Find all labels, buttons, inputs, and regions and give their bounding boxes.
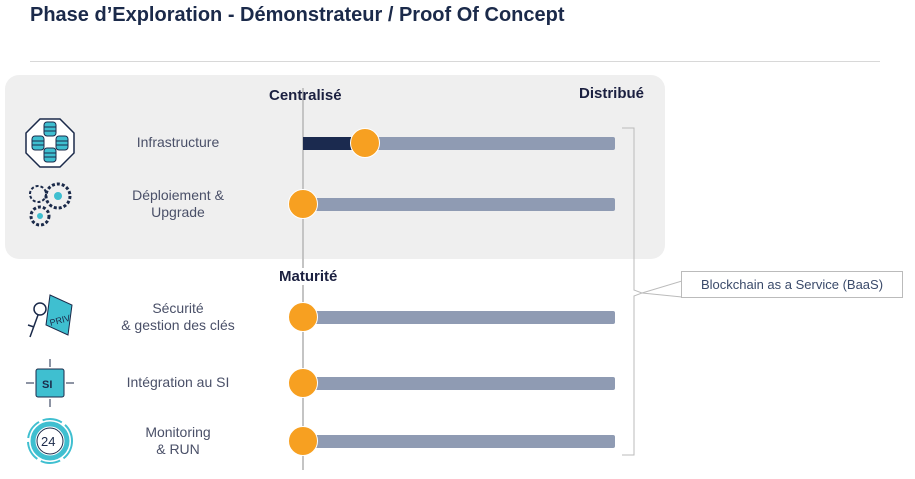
maturite-label: Maturité — [277, 268, 340, 285]
maturity-track — [303, 377, 615, 390]
maturity-knob[interactable] — [288, 189, 318, 219]
row-label: Sécurité & gestion des clés — [78, 300, 278, 334]
database-cluster-icon — [25, 118, 75, 168]
centralised-panel — [5, 75, 665, 259]
maturity-track — [303, 435, 615, 448]
row-label-line2: & RUN — [156, 441, 200, 457]
row-label: Infrastructure — [78, 134, 278, 151]
maturity-knob[interactable] — [288, 302, 318, 332]
maturity-track — [303, 198, 615, 211]
bracket — [622, 127, 682, 456]
divider — [30, 61, 880, 62]
key-tag-icon: PRIV — [27, 294, 73, 338]
maturity-knob[interactable] — [350, 128, 381, 158]
baas-callout: Blockchain as a Service (BaaS) — [681, 271, 903, 298]
24h-cycle-icon: 24 — [27, 418, 73, 464]
maturity-track — [303, 311, 615, 324]
row-label-line1: Intégration au SI — [126, 374, 230, 390]
maturity-knob[interactable] — [288, 426, 318, 456]
row-label-line1: Infrastructure — [136, 134, 220, 150]
row-label-line2: Upgrade — [151, 204, 205, 220]
svg-text:SI: SI — [42, 379, 52, 391]
row-label: Déploiement & Upgrade — [78, 187, 278, 221]
distribue-label: Distribué — [579, 85, 645, 102]
row-label: Monitoring & RUN — [78, 424, 278, 458]
maturity-fill — [303, 137, 366, 150]
page-title: Phase d’Exploration - Démonstrateur / Pr… — [30, 4, 565, 26]
si-integration-icon: SI — [26, 359, 74, 407]
centralise-label: Centralisé — [269, 87, 342, 104]
row-label-line1: Monitoring — [145, 424, 211, 440]
maturity-knob[interactable] — [288, 368, 318, 398]
row-label-line1: Sécurité — [152, 300, 204, 316]
maturity-track — [303, 137, 615, 150]
row-label-line1: Déploiement & — [132, 187, 224, 203]
svg-text:24: 24 — [41, 434, 55, 449]
gears-icon — [29, 182, 72, 227]
row-label: Intégration au SI — [78, 374, 278, 391]
row-label-line2: & gestion des clés — [121, 317, 235, 333]
